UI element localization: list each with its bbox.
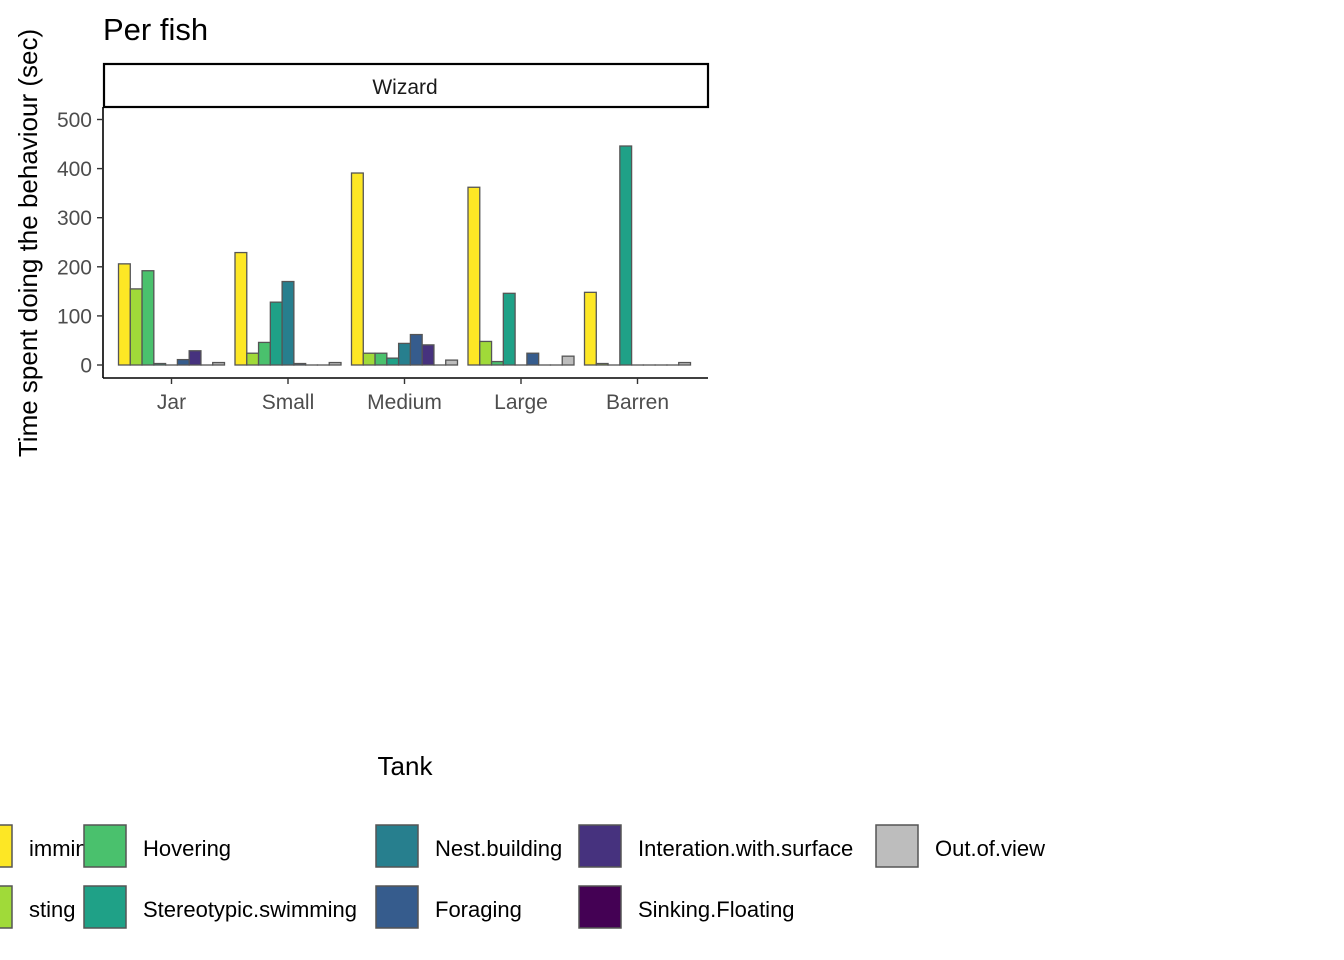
bar-nest-building-medium	[397, 342, 412, 366]
bar-resting-large	[479, 340, 493, 366]
y-tick-label: 300	[57, 207, 92, 230]
bar-stereotypic-swimming-small	[269, 301, 283, 366]
legend-key	[578, 885, 622, 929]
bar-out-of-view-medium	[445, 359, 459, 366]
legend-label: sting	[29, 897, 75, 922]
y-tick-label: 0	[80, 355, 92, 378]
facet-strip: Wizard	[102, 62, 710, 109]
bar-nest-building-small	[281, 280, 295, 366]
y-axis-title: Time spent doing the behaviour (sec)	[13, 29, 43, 457]
facet-strip-box	[102, 62, 710, 109]
legend: immingstingHoveringStereotypic.swimmingN…	[0, 824, 1045, 929]
x-tick-label: Medium	[367, 391, 442, 414]
legend-key	[375, 885, 419, 929]
bar-stereotypic-swimming-barren	[619, 145, 633, 366]
bar-hovering-large	[490, 360, 504, 366]
y-tick-label: 400	[57, 158, 92, 181]
bar-swimming-large	[467, 186, 481, 366]
legend-label: Nest.building	[435, 836, 562, 861]
bar-stereotypic-swimming-jar	[153, 362, 167, 366]
bar-resting-medium	[362, 352, 376, 366]
chart-title: Per fish	[103, 12, 208, 47]
legend-label: Out.of.view	[935, 836, 1045, 861]
bar-hovering-jar	[141, 270, 155, 366]
bar-out-of-view-small	[328, 361, 342, 366]
legend-key	[0, 885, 13, 929]
legend-key	[375, 824, 419, 868]
bar-resting-small	[246, 352, 260, 366]
bar-hovering-small	[257, 341, 271, 366]
bar-out-of-view-barren	[678, 361, 692, 366]
bar-resting-barren	[595, 362, 609, 366]
bar-swimming-jar	[117, 263, 131, 366]
bar-resting-jar	[129, 288, 143, 366]
legend-label: Interation.with.surface	[638, 836, 853, 861]
bar-swimming-medium	[350, 172, 364, 366]
y-tick-label: 100	[57, 305, 92, 328]
bar-stereotypic-swimming-large	[502, 292, 516, 366]
y-axis: 0 100 200 300 400 500	[57, 107, 104, 378]
y-tick-label: 200	[57, 256, 92, 279]
legend-label: Sinking.Floating	[638, 897, 795, 922]
y-tick-label: 500	[57, 109, 92, 132]
x-axis-title: Tank	[378, 751, 434, 781]
legend-key	[83, 885, 127, 929]
bar-foraging-large	[526, 352, 540, 366]
bar-foraging-jar	[176, 358, 190, 366]
x-tick-label: Small	[262, 391, 315, 414]
legend-label: Foraging	[435, 897, 522, 922]
bar-swimming-small	[234, 251, 248, 366]
bar-foraging-small	[293, 362, 307, 366]
bar-out-of-view-jar	[212, 361, 226, 366]
bar-interation-with-surface-jar	[188, 350, 202, 366]
bar-out-of-view-large	[561, 355, 575, 366]
legend-key	[83, 824, 127, 868]
bar-interation-with-surface-medium	[421, 344, 435, 366]
x-tick-label: Barren	[606, 391, 669, 414]
legend-key	[0, 824, 13, 868]
bar-hovering-medium	[374, 352, 388, 366]
x-tick-label: Large	[494, 391, 548, 414]
bar-stereotypic-swimming-medium	[386, 357, 400, 366]
legend-key	[875, 824, 919, 868]
legend-label: Hovering	[143, 836, 231, 861]
bar-swimming-barren	[583, 291, 597, 366]
x-axis: Jar Small Medium Large Barren	[103, 377, 708, 414]
x-tick-label: Jar	[157, 391, 186, 414]
legend-key	[578, 824, 622, 868]
facet-label: Wizard	[372, 76, 437, 99]
bar-foraging-medium	[409, 333, 423, 366]
bars	[117, 145, 692, 366]
legend-label: Stereotypic.swimming	[143, 897, 357, 922]
